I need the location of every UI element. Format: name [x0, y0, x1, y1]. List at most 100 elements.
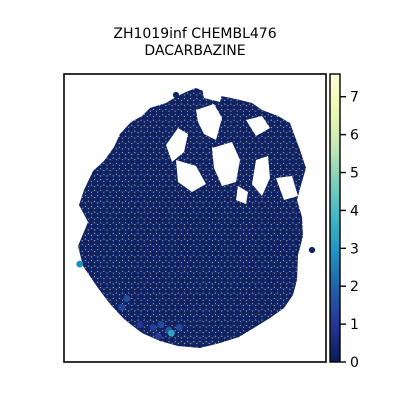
- tissue-spot: [227, 201, 235, 209]
- tissue-spot: [187, 304, 194, 311]
- tissue-spot: [221, 233, 229, 241]
- tissue-spot: [224, 206, 232, 214]
- tissue-spot: [255, 293, 263, 300]
- tissue-spot: [116, 136, 123, 144]
- tissue-spot: [122, 147, 129, 155]
- tissue-spot: [261, 228, 269, 236]
- tissue-spot: [119, 206, 126, 214]
- tissue-spot: [88, 293, 95, 300]
- tissue-spot: [171, 244, 179, 252]
- tissue-spot: [78, 190, 80, 198]
- tissue-spot: [113, 131, 120, 138]
- tissue-spot: [202, 266, 210, 273]
- tissue-void: [276, 176, 298, 200]
- tissue-spot: [283, 212, 291, 219]
- tissue-spot: [109, 169, 117, 176]
- tissue-spot: [106, 109, 114, 117]
- tissue-spot: [119, 131, 126, 138]
- tissue-spot: [184, 223, 191, 230]
- tissue-spot: [190, 331, 198, 338]
- tissue-spot: [143, 250, 151, 257]
- tissue-spot: [162, 217, 170, 225]
- tissue-spot: [184, 309, 191, 317]
- tissue-spot: [168, 347, 176, 348]
- tissue-spot: [78, 104, 80, 111]
- tissue-spot: [184, 255, 191, 263]
- tissue-spot: [292, 239, 300, 246]
- tissue-spot: [97, 320, 105, 327]
- tissue-spot: [159, 158, 167, 165]
- tissue-spot: [137, 347, 145, 348]
- tissue-spot: [131, 152, 139, 160]
- tissue-spot: [264, 115, 272, 122]
- tissue-spot: [240, 115, 247, 122]
- tissue-spot: [97, 115, 105, 122]
- tissue-spot: [264, 212, 272, 219]
- tissue-spot: [218, 336, 225, 344]
- tissue-spot: [246, 104, 253, 111]
- tissue-spot: [230, 314, 238, 322]
- tissue-spot: [106, 239, 114, 246]
- tissue-spot: [122, 88, 129, 90]
- tissue-spot: [174, 217, 182, 225]
- tissue-spot: [236, 109, 244, 117]
- tissue-spot: [159, 115, 167, 122]
- tissue-spot: [283, 223, 291, 230]
- tissue-spot: [125, 196, 132, 203]
- tissue-spot: [178, 244, 185, 252]
- tissue-spot: [100, 217, 108, 225]
- tissue-spot: [128, 190, 136, 198]
- tissue-spot: [100, 271, 108, 279]
- tissue-spot: [88, 282, 95, 290]
- tissue-spot: [134, 158, 142, 165]
- tissue-spot: [240, 136, 247, 144]
- tissue-spot: [233, 212, 241, 219]
- tissue-spot: [181, 260, 188, 268]
- tissue-spot: [159, 287, 167, 295]
- tissue-spot: [280, 109, 288, 117]
- tissue-spot: [277, 223, 284, 230]
- tissue-spot: [128, 88, 136, 90]
- tissue-spot: [280, 271, 288, 279]
- tissue-spot: [178, 331, 185, 338]
- tissue-spot: [78, 125, 86, 133]
- tissue-spot: [271, 125, 278, 133]
- tissue-spot: [140, 125, 148, 133]
- tissue-spot: [97, 255, 105, 263]
- tissue-spot: [82, 131, 89, 138]
- tissue-spot: [143, 120, 151, 128]
- tissue-spot: [274, 314, 281, 322]
- tissue-spot: [162, 347, 170, 348]
- tissue-spot: [78, 271, 83, 279]
- tissue-spot: [246, 223, 253, 230]
- tissue-spot: [267, 336, 275, 344]
- tissue-spot: [174, 196, 182, 203]
- tissue-spot: [109, 244, 117, 252]
- tissue-void: [246, 116, 270, 136]
- tissue-spot: [221, 93, 229, 101]
- tissue-spot: [137, 120, 145, 128]
- tissue-spot: [184, 298, 191, 306]
- tissue-spot: [255, 336, 263, 344]
- tissue-spot: [78, 115, 86, 122]
- tissue-spot: [85, 88, 92, 90]
- tissue-spot: [97, 190, 105, 198]
- tissue-spot: [280, 120, 288, 128]
- tissue-spot: [171, 309, 179, 317]
- tissue-spot: [125, 282, 132, 290]
- tissue-spot: [298, 260, 306, 268]
- tissue-spot: [82, 293, 89, 300]
- tissue-spot: [271, 169, 278, 176]
- tissue-spot: [137, 98, 145, 106]
- tissue-spot: [264, 266, 272, 273]
- tissue-spot: [143, 347, 151, 348]
- tissue-spot: [171, 179, 179, 187]
- tissue-spot: [85, 115, 92, 122]
- tissue-spot: [215, 233, 222, 241]
- tissue-spot: [249, 336, 256, 344]
- tissue-spot: [187, 239, 194, 246]
- tissue-spot: [140, 277, 148, 284]
- tissue-spot: [205, 293, 213, 300]
- tissue-spot: [131, 347, 139, 348]
- tissue-spot: [283, 136, 291, 144]
